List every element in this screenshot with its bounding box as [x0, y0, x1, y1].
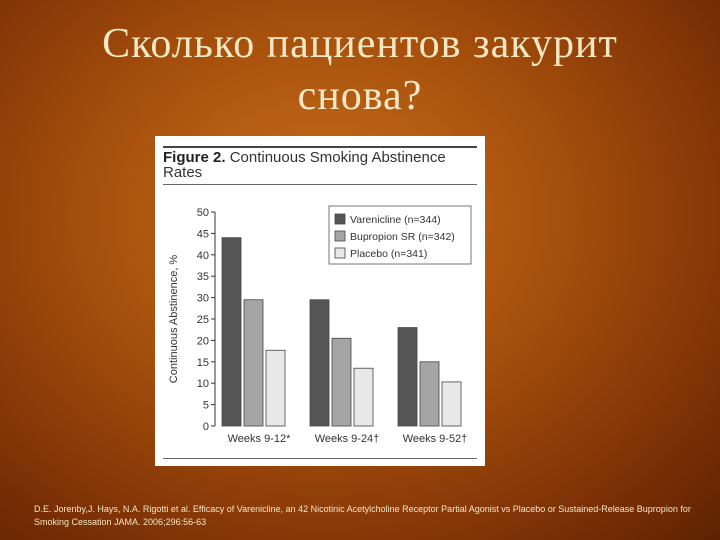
y-tick-label: 40 [197, 250, 209, 262]
y-tick-label: 5 [203, 400, 209, 412]
slide-title-line-1: Сколько пациентов закурит [102, 21, 618, 67]
x-tick-label: Weeks 9-52† [403, 433, 468, 445]
bar [309, 299, 330, 427]
y-axis-title: Continuous Abstinence, % [168, 255, 180, 384]
x-tick-label: Weeks 9-12* [228, 433, 291, 445]
y-tick-label: 50 [197, 207, 209, 219]
figure-heading: Figure 2. Continuous Smoking Abstinence … [163, 150, 479, 180]
figure-panel: Figure 2. Continuous Smoking Abstinence … [155, 136, 485, 466]
bar [265, 349, 286, 427]
y-tick-label: 20 [197, 335, 209, 347]
bar [353, 367, 374, 427]
legend-box [328, 205, 472, 265]
x-tick-label: Weeks 9-24† [315, 433, 380, 445]
figure-label: Figure 2. [163, 149, 226, 166]
legend-label: Varenicline (n=344) [350, 214, 441, 226]
y-tick-label: 10 [197, 378, 209, 390]
y-tick-label: 25 [197, 314, 209, 326]
legend-label: Placebo (n=341) [350, 248, 427, 260]
legend-swatch [334, 247, 346, 259]
legend-label: Bupropion SR (n=342) [350, 231, 455, 243]
figure-bottom-rule [163, 458, 477, 459]
figure-rule [163, 184, 477, 185]
bar [441, 381, 462, 427]
bar [243, 299, 264, 427]
bar [331, 337, 352, 427]
y-tick-label: 45 [197, 228, 209, 240]
slide-title-line-2: снова? [297, 73, 423, 119]
bar [221, 237, 242, 427]
citation-text: D.E. Jorenby,J. Hays, N.A. Rigotti et al… [34, 504, 691, 527]
y-tick-label: 0 [203, 421, 209, 433]
bar-chart: 0 5 10 15 20 25 30 35 40 45 50 Continuous Abstinenc… [168, 205, 472, 445]
y-tick-label: 30 [197, 293, 209, 305]
y-tick-label: 35 [197, 271, 209, 283]
legend-swatch [334, 213, 346, 225]
y-tick-label: 15 [197, 357, 209, 369]
slide-title: Сколько пациентов закурит снова? [40, 18, 680, 122]
bar [419, 361, 440, 427]
figure-top-rule [163, 146, 477, 148]
legend-swatch [334, 230, 346, 242]
bar [397, 327, 418, 427]
figure-caption: Continuous Smoking Abstinence Rates [163, 149, 446, 181]
